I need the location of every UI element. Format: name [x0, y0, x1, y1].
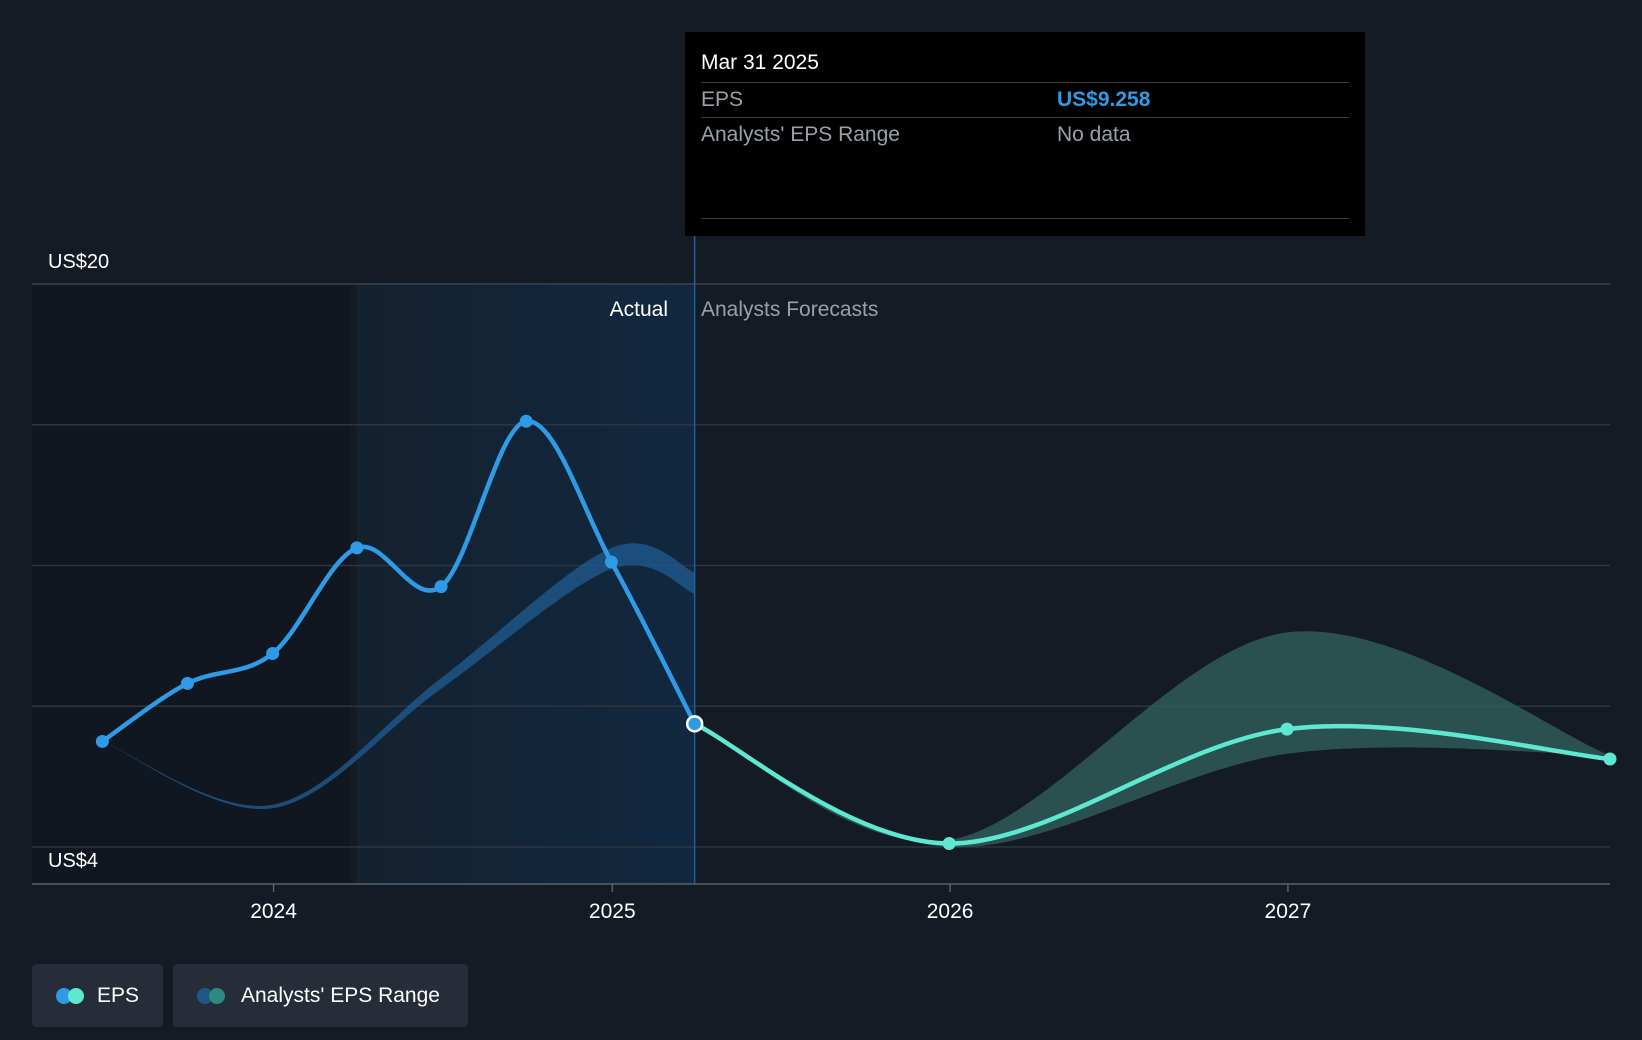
eps-points [95, 414, 1617, 850]
eps-range-band-forecast [694, 631, 1610, 848]
eps-point-actual[interactable] [350, 541, 364, 555]
x-tick-label: 2026 [927, 900, 974, 923]
legend-eps-label: EPS [96, 983, 139, 1007]
y-tick-label: US$20 [48, 251, 109, 273]
tooltip-date: Mar 31 2025 [701, 46, 1349, 83]
eps-point-forecast[interactable] [942, 836, 956, 850]
tooltip-row-range: Analysts' EPS Range No data [701, 118, 1349, 152]
eps-point-actual[interactable] [519, 414, 533, 428]
eps-legend-icon [56, 987, 85, 1004]
legend-range-label: Analysts' EPS Range [241, 983, 440, 1007]
eps-point-forecast[interactable] [1280, 722, 1294, 736]
x-axis-ticks: 2024 2025 2026 2027 [250, 884, 1311, 923]
eps-point-forecast[interactable] [1603, 752, 1617, 766]
legend-eps-button[interactable]: EPS [32, 964, 163, 1027]
tooltip-eps-key: EPS [701, 88, 744, 111]
tooltip-range-key: Analysts' EPS Range [701, 123, 900, 146]
left-shade [32, 284, 350, 884]
eps-point-actual[interactable] [95, 734, 109, 748]
tooltip: Mar 31 2025 EPS US$9.258 Analysts' EPS R… [685, 32, 1365, 236]
tooltip-eps-value: US$9.258 [1057, 88, 1151, 111]
eps-point-actual[interactable] [266, 646, 280, 660]
eps-point-actual[interactable] [434, 580, 448, 594]
tooltip-range-value: No data [1057, 123, 1131, 146]
eps-forecast-line [692, 721, 1613, 846]
y-axis-labels: US$4 US$20 [48, 251, 109, 872]
eps-point-selected[interactable] [685, 715, 704, 733]
x-tick-label: 2025 [589, 900, 636, 923]
legend: EPS Analysts' EPS Range [32, 964, 468, 1027]
tooltip-row-eps: EPS US$9.258 [701, 83, 1349, 118]
forecast-section-label: Analysts Forecasts [701, 298, 878, 321]
actual-highlight-band [356, 284, 695, 884]
y-tick-label: US$4 [48, 850, 98, 872]
legend-range-button[interactable]: Analysts' EPS Range [173, 964, 468, 1027]
range-legend-icon [197, 987, 229, 1004]
x-tick-label: 2024 [250, 900, 297, 923]
eps-point-actual[interactable] [604, 555, 618, 569]
eps-point-actual[interactable] [180, 676, 194, 690]
actual-section-label: Actual [610, 298, 668, 321]
tooltip-divider [701, 218, 1349, 219]
x-tick-label: 2027 [1265, 900, 1312, 923]
